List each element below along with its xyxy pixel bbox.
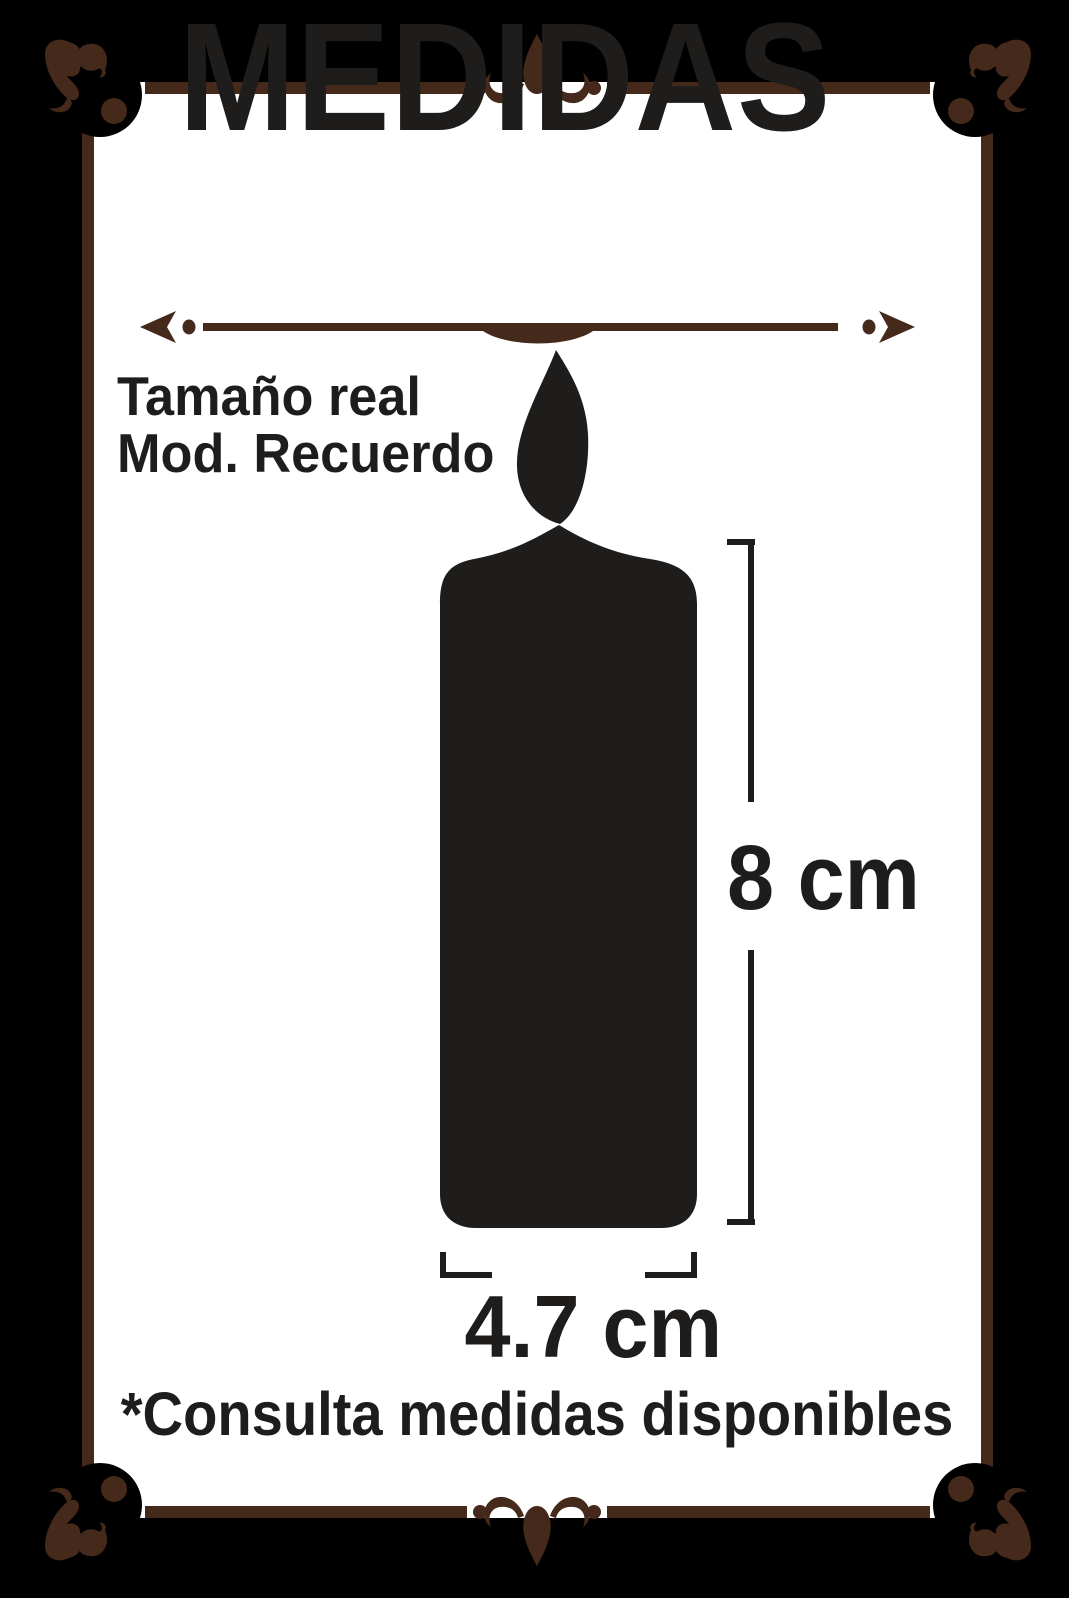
corner-knockouts	[58, 53, 1017, 1547]
width-measurement-label: 4.7 cm	[464, 1277, 723, 1376]
height-measurement-label: 8 cm	[727, 827, 920, 929]
fleur-de-lis-bottom-icon	[473, 1496, 601, 1566]
page-title: MEDIDAS	[178, 0, 832, 163]
footnote: *Consulta medidas disponibles	[120, 1380, 954, 1448]
title-divider	[140, 311, 915, 344]
candle-silhouette-icon	[440, 350, 697, 1228]
leaf-flourish-icon	[968, 1487, 1031, 1561]
leaf-flourish-icon	[45, 39, 108, 113]
leaf-flourish-icon	[968, 39, 1031, 113]
height-measure-bracket	[727, 539, 755, 1225]
leaf-flourish-icon	[45, 1487, 108, 1561]
size-subtitle: Tamaño real Mod. Recuerdo	[117, 368, 494, 482]
fleur-de-lis-top-icon	[473, 34, 601, 104]
corner-ornaments	[45, 39, 1031, 1561]
arrow-diamond-icon	[140, 311, 176, 343]
width-measure-bracket	[440, 1252, 697, 1278]
subtitle-line2: Mod. Recuerdo	[117, 422, 495, 484]
frame-border	[82, 82, 993, 1518]
arrow-diamond-icon	[879, 311, 915, 343]
candle-body	[440, 525, 697, 1228]
subtitle-line1: Tamaño real	[117, 365, 421, 427]
flame-icon	[516, 350, 589, 524]
